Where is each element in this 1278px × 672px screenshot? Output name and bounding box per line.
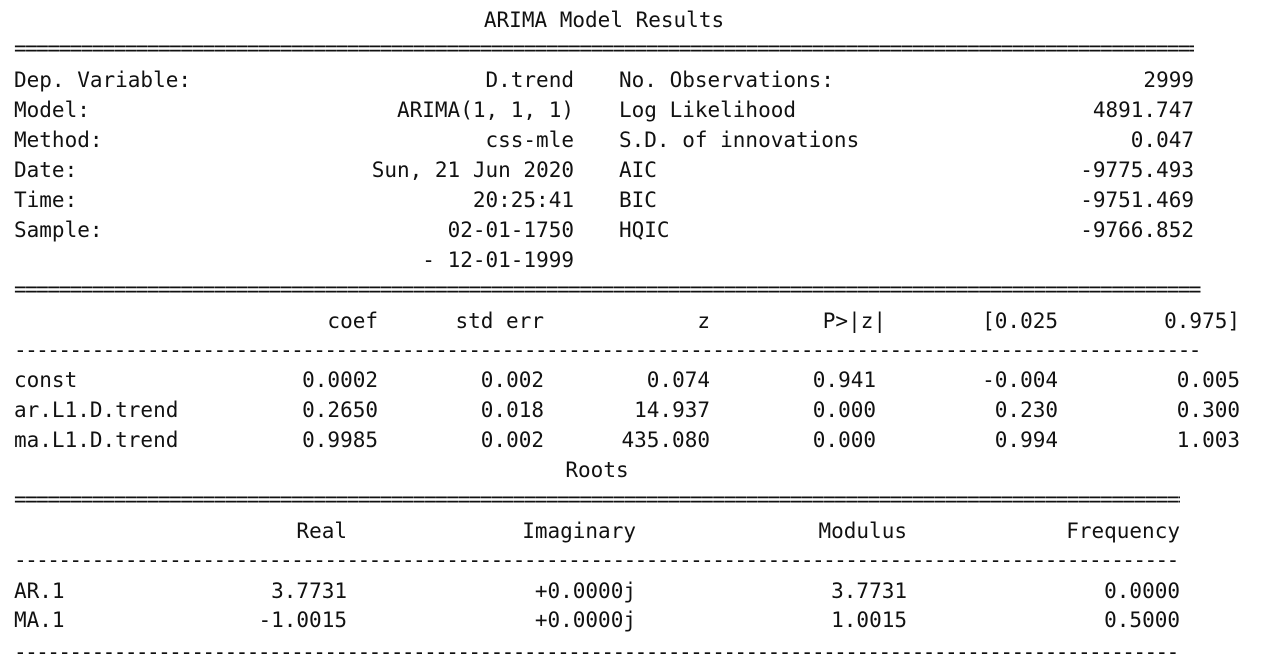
info-value-time: 20:25:41 <box>472 188 574 212</box>
info-label-sample: Sample: <box>14 218 103 242</box>
roots-row-ar-real: 3.7731 <box>271 579 347 603</box>
coef-row-ma-pvalue: 0.000 <box>812 428 876 452</box>
coef-row-ma-ci-lower: 0.994 <box>994 428 1058 452</box>
coef-row-ar-ci-lower: 0.230 <box>994 398 1058 422</box>
info-value-hqic: -9766.852 <box>1080 218 1194 242</box>
double-rule-roots: ========================================… <box>14 487 1180 511</box>
roots-row-ma-name: MA.1 <box>14 608 65 632</box>
info-value-sample: 02-01-1750 <box>447 218 574 242</box>
info-label-model: Model: <box>14 98 90 122</box>
coef-header-ci-lower: [0.025 <box>982 309 1058 333</box>
coef-row-ar-name: ar.L1.D.trend <box>14 398 179 422</box>
double-rule-top: ========================================… <box>14 36 1194 60</box>
info-label-bic: BIC <box>619 188 657 212</box>
roots-header-frequency: Frequency <box>1066 519 1180 543</box>
coef-header-pvalue: P>|z| <box>822 309 886 333</box>
coef-row-const-pvalue: 0.941 <box>812 368 876 392</box>
roots-row-ar-name: AR.1 <box>14 579 65 603</box>
coef-row-ma-ci-upper: 1.003 <box>1176 428 1240 452</box>
coef-row-ma-z: 435.080 <box>621 428 710 452</box>
info-value-sample-end: - 12-01-1999 <box>422 248 574 272</box>
info-value-model: ARIMA(1, 1, 1) <box>396 98 574 122</box>
coef-row-ma-stderr: 0.002 <box>480 428 544 452</box>
coef-row-ar-ci-upper: 0.300 <box>1176 398 1240 422</box>
single-rule-roots: ----------------------------------------… <box>14 548 1180 572</box>
roots-row-ma-modulus: 1.0015 <box>831 608 907 632</box>
roots-row-ma-frequency: 0.5000 <box>1104 608 1180 632</box>
roots-header-real: Real <box>296 519 347 543</box>
coef-row-ma-coef: 0.9985 <box>302 428 378 452</box>
coef-header-coef: coef <box>327 309 378 333</box>
info-label-time: Time: <box>14 188 78 212</box>
info-label-method: Method: <box>14 128 103 152</box>
info-label-no-observations: No. Observations: <box>619 68 834 92</box>
coef-header-ci-upper: 0.975] <box>1164 309 1240 333</box>
coef-row-ar-z: 14.937 <box>634 398 710 422</box>
info-label-sd-innovations: S.D. of innovations <box>619 128 860 152</box>
info-value-sd-innovations: 0.047 <box>1130 128 1194 152</box>
coef-row-ar-pvalue: 0.000 <box>812 398 876 422</box>
coef-row-ar-coef: 0.2650 <box>302 398 378 422</box>
roots-header-modulus: Modulus <box>818 519 907 543</box>
roots-row-ar-frequency: 0.0000 <box>1104 579 1180 603</box>
info-value-no-observations: 2999 <box>1143 68 1194 92</box>
roots-row-ma-real: -1.0015 <box>258 608 347 632</box>
single-rule-coef: ----------------------------------------… <box>14 338 1201 362</box>
coef-row-const-ci-upper: 0.005 <box>1176 368 1240 392</box>
double-rule-coef-top: ========================================… <box>14 277 1201 301</box>
info-value-method: css-mle <box>485 128 574 152</box>
coef-row-const-name: const <box>14 368 78 392</box>
info-label-log-likelihood: Log Likelihood <box>619 98 797 122</box>
info-label-aic: AIC <box>619 158 657 182</box>
coef-row-const-ci-lower: -0.004 <box>982 368 1058 392</box>
info-value-date: Sun, 21 Jun 2020 <box>371 158 574 182</box>
info-value-log-likelihood: 4891.747 <box>1092 98 1194 122</box>
coef-row-ma-name: ma.L1.D.trend <box>14 428 179 452</box>
info-label-hqic: HQIC <box>619 218 670 242</box>
coef-row-ar-stderr: 0.018 <box>480 398 544 422</box>
info-label-date: Date: <box>14 158 78 182</box>
report-title: ARIMA Model Results <box>483 8 725 32</box>
roots-title: Roots <box>565 458 629 482</box>
info-value-aic: -9775.493 <box>1080 158 1194 182</box>
roots-row-ar-modulus: 3.7731 <box>831 579 907 603</box>
coef-header-std-err: std err <box>455 309 544 333</box>
roots-header-imaginary: Imaginary <box>522 519 636 543</box>
coef-row-const-z: 0.074 <box>646 368 710 392</box>
single-rule-bottom: ----------------------------------------… <box>14 640 1180 664</box>
info-label-dep-variable: Dep. Variable: <box>14 68 192 92</box>
info-value-dep-variable: D.trend <box>485 68 574 92</box>
roots-row-ma-imaginary: +0.0000j <box>534 608 636 632</box>
coef-row-const-stderr: 0.002 <box>480 368 544 392</box>
coef-row-const-coef: 0.0002 <box>302 368 378 392</box>
coef-header-z: z <box>697 309 710 333</box>
roots-row-ar-imaginary: +0.0000j <box>534 579 636 603</box>
info-value-bic: -9751.469 <box>1080 188 1194 212</box>
